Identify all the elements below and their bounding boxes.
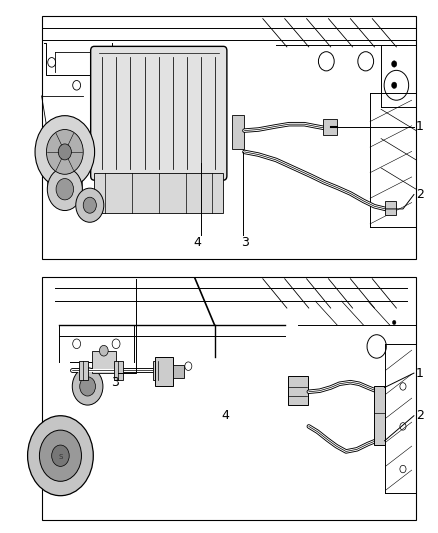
Bar — [173, 365, 184, 378]
Bar — [92, 351, 116, 373]
Circle shape — [83, 197, 96, 213]
Circle shape — [39, 430, 81, 481]
Circle shape — [46, 130, 83, 174]
Text: 1: 1 — [416, 367, 424, 379]
Circle shape — [80, 377, 95, 396]
Circle shape — [392, 82, 397, 88]
Bar — [374, 386, 385, 445]
Bar — [155, 357, 173, 386]
Text: S: S — [58, 454, 63, 460]
Bar — [114, 361, 123, 380]
Bar — [42, 16, 416, 259]
Text: 4: 4 — [222, 409, 230, 422]
Bar — [42, 277, 416, 520]
Circle shape — [76, 188, 104, 222]
Circle shape — [392, 320, 396, 325]
Circle shape — [56, 179, 74, 200]
Bar — [94, 173, 223, 213]
Circle shape — [35, 116, 95, 188]
Text: 3: 3 — [111, 376, 119, 389]
Bar — [153, 361, 162, 380]
Bar — [385, 201, 396, 215]
Bar — [323, 119, 337, 135]
FancyBboxPatch shape — [91, 46, 227, 180]
Text: 4: 4 — [193, 236, 201, 249]
Text: 1: 1 — [416, 120, 424, 133]
Circle shape — [52, 445, 69, 466]
Circle shape — [47, 168, 82, 211]
Circle shape — [58, 144, 71, 160]
Circle shape — [72, 368, 103, 405]
Text: 3: 3 — [241, 236, 249, 249]
Circle shape — [28, 416, 93, 496]
Text: 2: 2 — [416, 409, 424, 422]
Text: 2: 2 — [416, 188, 424, 201]
Circle shape — [99, 345, 108, 356]
Circle shape — [392, 61, 397, 67]
Bar — [288, 376, 308, 405]
Bar — [79, 361, 88, 380]
Bar — [232, 115, 244, 149]
